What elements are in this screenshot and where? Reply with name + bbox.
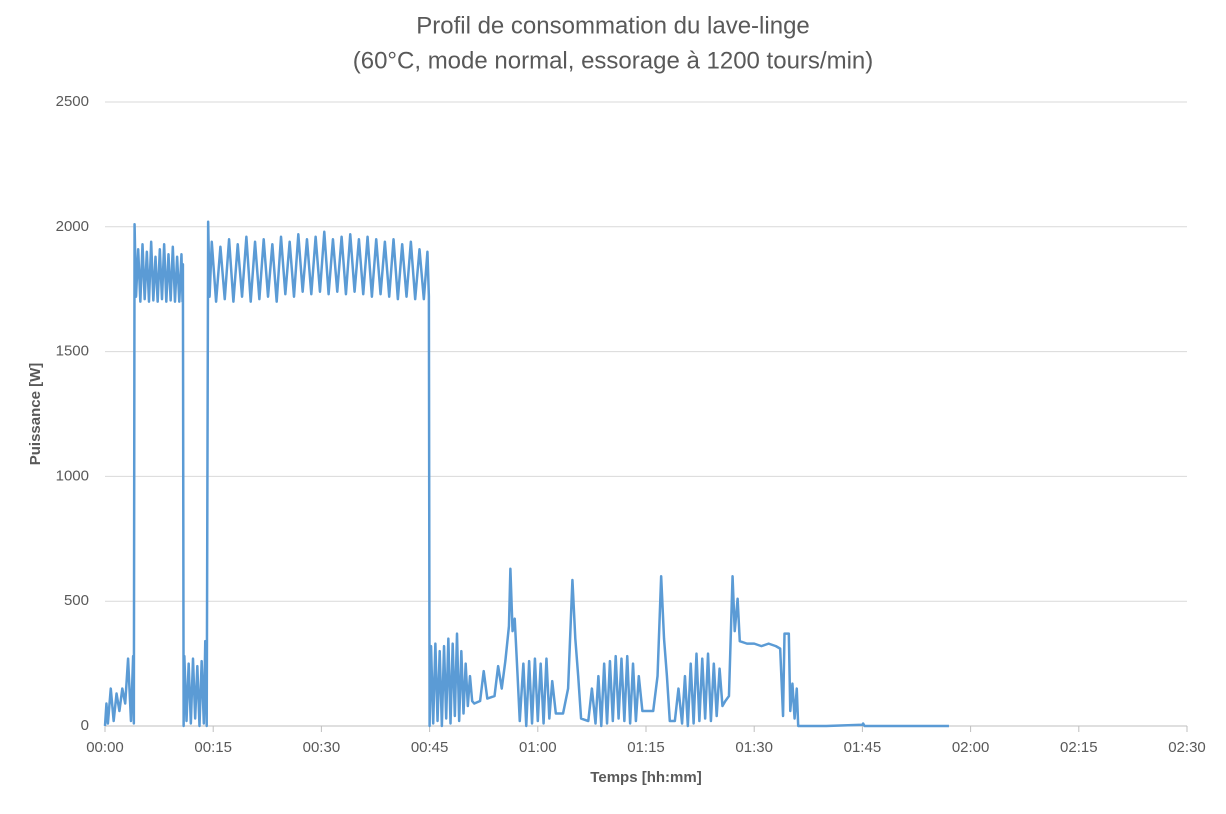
x-tick-label: 00:00 bbox=[86, 739, 124, 756]
y-tick-label: 2500 bbox=[56, 93, 89, 110]
data-line bbox=[103, 220, 949, 728]
y-tick-label: 1000 bbox=[56, 467, 89, 484]
x-tick-label: 00:45 bbox=[411, 739, 449, 756]
y-tick-label: 1500 bbox=[56, 343, 89, 360]
x-axis-title: Temps [hh:mm] bbox=[590, 769, 701, 786]
x-tick-label: 00:15 bbox=[194, 739, 232, 756]
x-tick-label: 01:45 bbox=[844, 739, 882, 756]
x-tick-label: 00:30 bbox=[303, 739, 341, 756]
x-tick-label: 02:30 bbox=[1168, 739, 1206, 756]
y-tick-label: 500 bbox=[64, 592, 89, 609]
x-tick-label: 01:00 bbox=[519, 739, 557, 756]
y-tick-label: 2000 bbox=[56, 218, 89, 235]
x-tick-label: 02:15 bbox=[1060, 739, 1098, 756]
x-tick-label: 01:15 bbox=[627, 739, 665, 756]
chart-title: Profil de consommation du lave-linge bbox=[416, 12, 810, 39]
y-axis-title: Puissance [W] bbox=[27, 363, 44, 466]
x-tick-label: 01:30 bbox=[735, 739, 773, 756]
y-tick-label: 0 bbox=[81, 717, 89, 734]
chart-subtitle: (60°C, mode normal, essorage à 1200 tour… bbox=[353, 47, 874, 74]
x-tick-label: 02:00 bbox=[952, 739, 990, 756]
